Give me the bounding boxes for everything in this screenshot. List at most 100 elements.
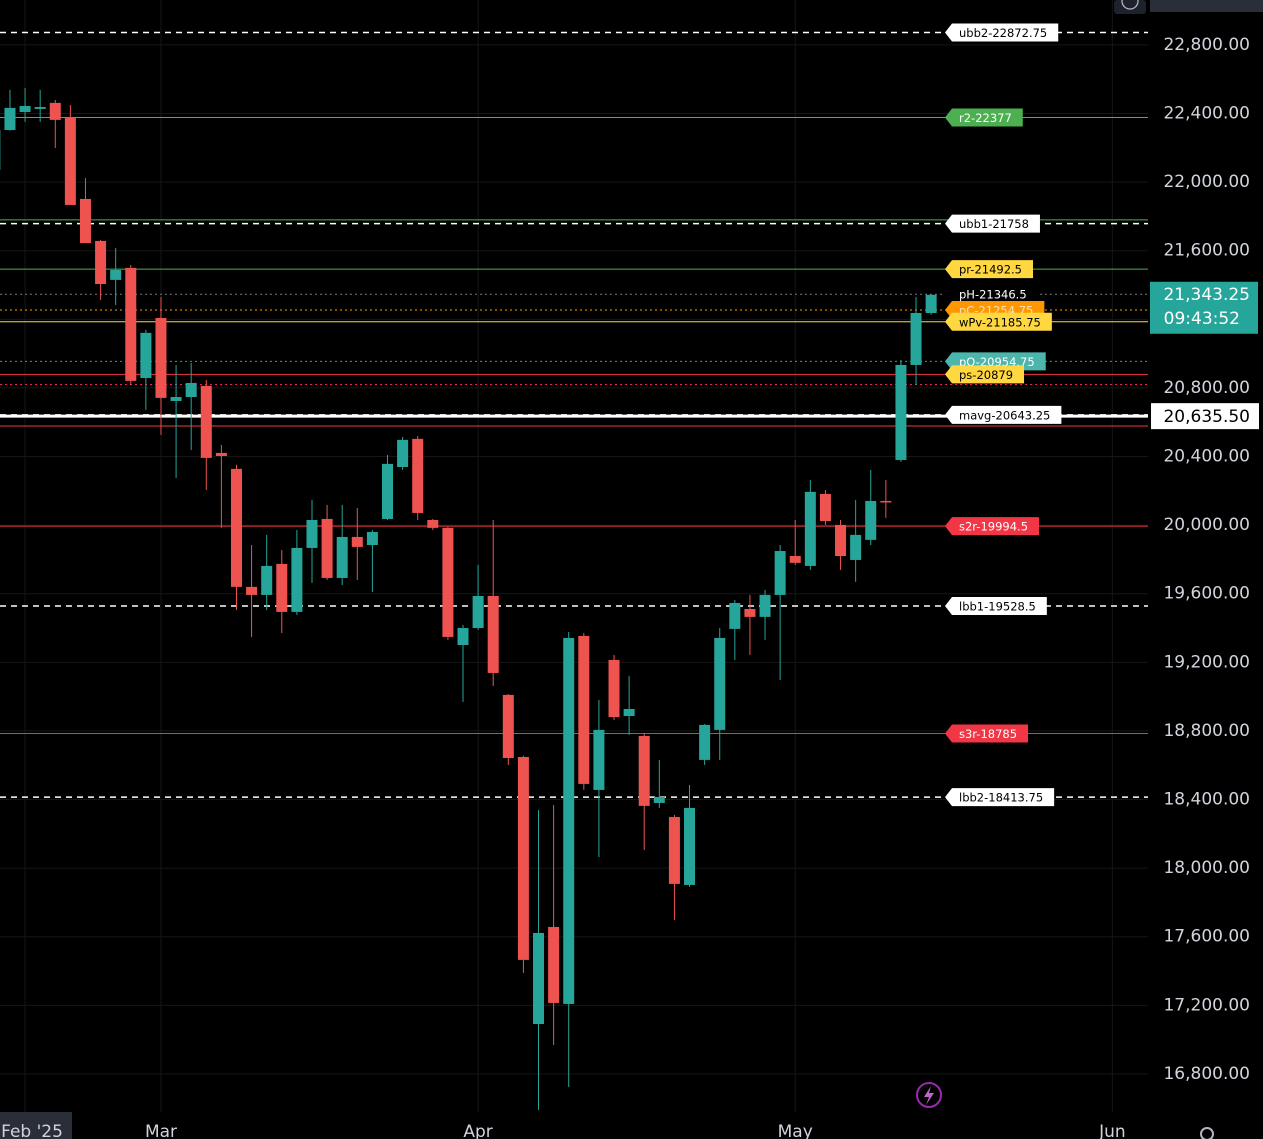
- y-tick-label: 20,400.00: [1163, 447, 1250, 467]
- lightning-bolt: [924, 1086, 934, 1105]
- lightning-icon[interactable]: [916, 1082, 942, 1108]
- level-tag: [945, 108, 1023, 127]
- level-tag: [945, 214, 1040, 233]
- candle-body: [472, 595, 484, 629]
- top-price-box: [1150, 0, 1263, 12]
- x-tick-label: May: [778, 1122, 813, 1139]
- candle-body: [276, 563, 288, 612]
- price-axis: [1148, 0, 1263, 1112]
- candle-body: [200, 385, 212, 458]
- x-tick-label: Mar: [145, 1122, 177, 1139]
- candle-body: [925, 294, 937, 313]
- info-icon[interactable]: [1121, 0, 1139, 10]
- candle-body: [215, 452, 227, 457]
- level-tag: [945, 312, 1052, 331]
- last-price-box: [1150, 281, 1258, 334]
- candle-body: [880, 500, 892, 503]
- candle-body: [759, 594, 771, 617]
- candle-body: [306, 519, 318, 548]
- level-tag-label: pH-21346.5: [959, 288, 1027, 302]
- candle-body: [895, 364, 907, 460]
- level-tag-label: wPv-21185.75: [959, 315, 1041, 329]
- level-tag: [945, 365, 1025, 384]
- candle-body: [729, 602, 741, 629]
- candle-body: [321, 518, 333, 578]
- candles: [0, 87, 937, 1110]
- candle-body: [397, 439, 409, 467]
- candle-body: [548, 926, 560, 1003]
- level-tag-label: ubb2-22872.75: [959, 26, 1047, 40]
- candle-body: [79, 198, 91, 244]
- y-tick-label: 19,600.00: [1163, 584, 1250, 604]
- candle-body: [744, 608, 756, 617]
- level-tag-label: mavg-20643.25: [959, 408, 1050, 422]
- candle-body: [427, 519, 439, 528]
- y-tick-label: 17,200.00: [1163, 995, 1250, 1015]
- level-tag: [945, 724, 1029, 743]
- candle-body: [336, 536, 348, 578]
- level-tag-label: pr-21492.5: [959, 263, 1022, 277]
- level-tag: [944, 284, 1039, 304]
- y-tick-label: 22,000.00: [1163, 172, 1250, 192]
- y-tick-label: 18,800.00: [1163, 721, 1250, 741]
- candle-body: [533, 932, 545, 1025]
- level-tag-label: lbb2-18413.75: [959, 791, 1043, 805]
- candle-body: [351, 536, 363, 547]
- level-tag: [945, 260, 1033, 279]
- x-tick-label: Feb '25: [1, 1122, 63, 1139]
- candle-body: [366, 531, 378, 546]
- candle-body: [714, 637, 726, 730]
- level-tag: [945, 517, 1040, 536]
- level-tag-label: lbb1-19528.5: [959, 599, 1036, 613]
- candle-body: [185, 382, 197, 398]
- candle-body: [668, 817, 680, 884]
- candle-body: [95, 240, 107, 285]
- y-tick-label: 20,800.00: [1163, 378, 1250, 398]
- candle-body: [170, 397, 182, 401]
- candle-body: [64, 116, 76, 205]
- candle-body: [578, 635, 590, 784]
- y-tick-label: 22,800.00: [1163, 35, 1250, 55]
- candle-body: [804, 491, 816, 566]
- candle-body: [110, 269, 122, 280]
- candle-body: [684, 807, 696, 885]
- candle-body: [4, 107, 16, 130]
- candle-body: [230, 468, 242, 587]
- level-tag: [945, 405, 1062, 424]
- candle-body: [517, 756, 529, 960]
- axes: 16,800.00 17,200.00 17,600.00 18,000.00 18,4…: [0, 35, 1259, 1139]
- y-tick-label: 22,400.00: [1163, 104, 1250, 124]
- candle-body: [819, 493, 831, 522]
- y-tick-label: 21,600.00: [1163, 241, 1250, 261]
- candle-body: [412, 438, 424, 513]
- settings-icon[interactable]: [1200, 1127, 1214, 1139]
- level-tags: ubb2-22872.75 r2-22377 ubb1-21758 pr-21492.…: [944, 23, 1062, 807]
- candle-body: [49, 102, 61, 120]
- level-tag-label: s2r-19994.5: [959, 520, 1028, 534]
- candle-body: [502, 694, 514, 759]
- top-button[interactable]: [1114, 0, 1146, 14]
- candle-body: [261, 565, 273, 595]
- y-tick-label: 16,800.00: [1163, 1064, 1250, 1084]
- level-tag-label: ubb1-21758: [959, 217, 1029, 231]
- candle-body: [850, 534, 862, 560]
- candle-body: [19, 105, 31, 112]
- level-tag-label: ps-20879: [959, 368, 1013, 382]
- candle-body: [593, 729, 605, 790]
- candle-body: [487, 595, 499, 673]
- marker-label: 20,635.50: [1163, 407, 1250, 427]
- y-tick-label: 20,000.00: [1163, 515, 1250, 535]
- y-tick-label: 18,400.00: [1163, 790, 1250, 810]
- x-tick-label: Jun: [1098, 1122, 1126, 1139]
- candle-body: [910, 312, 922, 365]
- candle-body: [457, 628, 469, 646]
- candle-body: [125, 267, 137, 381]
- candle-body: [774, 551, 786, 595]
- candle-body: [34, 107, 46, 109]
- candle-body: [789, 556, 801, 563]
- level-tag-label: r2-22377: [959, 111, 1012, 125]
- level-tag: [945, 788, 1055, 807]
- candle-body: [140, 332, 152, 378]
